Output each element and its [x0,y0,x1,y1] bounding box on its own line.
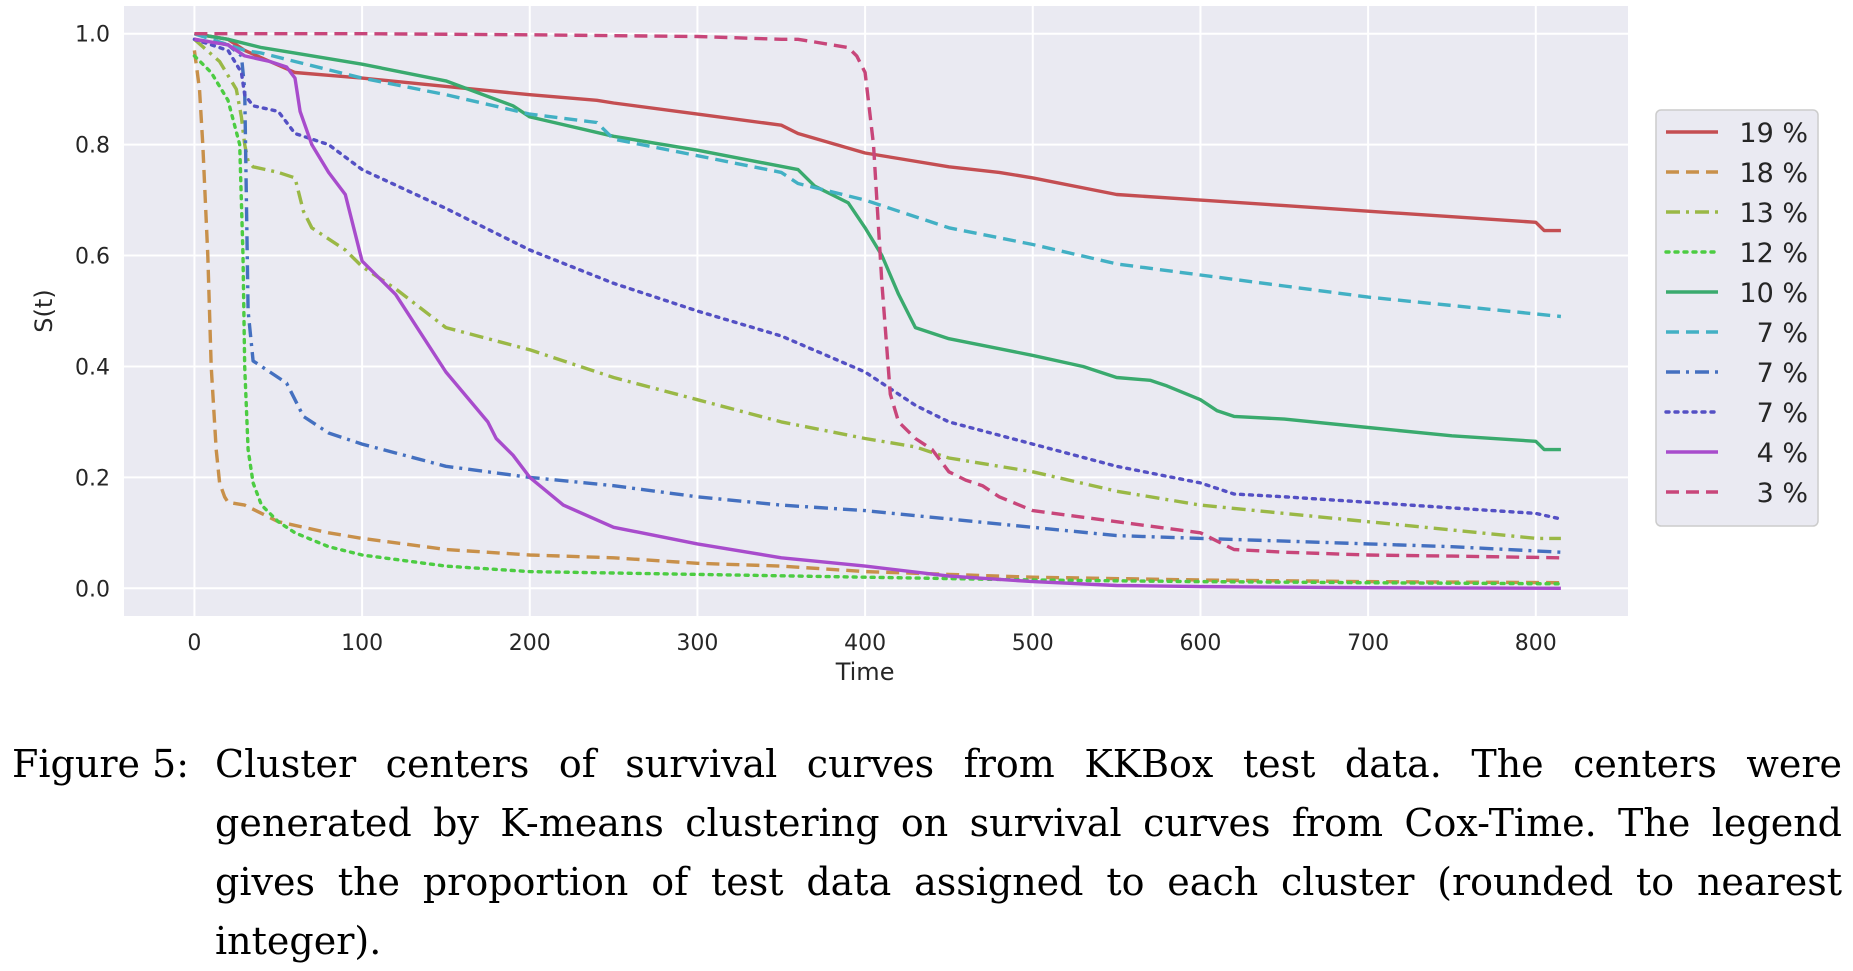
x-tick-label: 500 [1012,631,1054,656]
legend: 19 % 18 % 13 % 12 % 10 % 7 % 7 % 7 % 4 % 3 % [1655,109,1819,527]
y-tick-label: 0.6 [75,245,110,270]
x-tick-label: 600 [1179,631,1221,656]
x-tick-label: 400 [844,631,886,656]
x-tick-label: 300 [676,631,718,656]
y-tick-label: 1.0 [75,23,110,48]
series-line-9 [194,37,1561,590]
legend-label: 13 % [1739,198,1808,229]
plot-area [124,6,1628,616]
caption-text: Cluster centers of survival curves from … [215,742,1842,963]
series-line-1 [194,32,1561,233]
figure-caption: Figure 5: Cluster centers of survival cu… [12,735,1842,971]
legend-label: 19 % [1739,118,1808,149]
series-line-4 [192,54,1563,586]
legend-label: 12 % [1739,238,1808,269]
y-axis-label: S(t) [30,289,58,332]
survival-chart: 0 100 200 300 400 500 600 700 800 0.0 0.2 0.4 0.6 0.8… [30,6,1819,686]
legend-box [1655,109,1819,527]
legend-label: 10 % [1739,278,1808,309]
x-tick-label: 800 [1515,631,1557,656]
y-tick-label: 0.4 [75,355,110,380]
legend-label: 7 % [1757,318,1808,349]
legend-label: 7 % [1757,398,1808,429]
legend-label: 4 % [1757,438,1808,469]
series-line-5 [194,32,1561,452]
series-line-6 [193,32,1562,319]
x-tick-label: 100 [341,631,383,656]
series-line-7 [194,37,1561,554]
y-tick-label: 0.0 [75,577,110,602]
x-tick-label: 0 [187,631,201,656]
figure: 0 100 200 300 400 500 600 700 800 0.0 0.2 0.4 0.6 0.8… [12,6,1842,963]
series-line-8 [192,37,1563,521]
x-tick-label: 700 [1347,631,1389,656]
x-tick-label: 200 [509,631,551,656]
series-line-3 [193,38,1561,541]
caption-label: Figure 5: [12,742,190,786]
legend-label: 18 % [1739,158,1808,189]
y-tick-label: 0.2 [75,466,110,491]
x-axis-label: Time [835,658,895,686]
legend-label: 3 % [1757,478,1808,509]
legend-label: 7 % [1757,358,1808,389]
series-line-10 [194,32,1561,560]
y-tick-label: 0.8 [75,134,110,159]
